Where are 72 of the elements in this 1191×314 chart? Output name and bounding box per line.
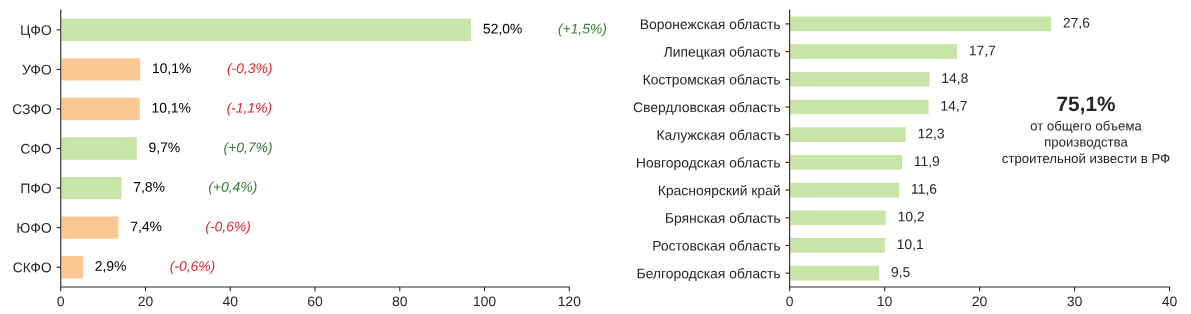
annotation: (-0,6%) [170,260,215,274]
data-label: 10,2 [898,211,924,224]
x-tick-label: 120 [558,296,581,307]
annotation: от общего объема производства строительной извести в РФ [1002,120,1170,166]
annotation: 9,7% [149,142,180,154]
y-tick-label: Ростовская область [653,240,781,251]
x-tick-label: 10 [877,296,892,307]
bar [60,17,473,43]
bar [60,96,142,122]
bar [789,181,901,199]
y-tick-label: Калужская область [657,129,781,143]
y-tick-label: ЦФО [21,25,52,38]
x-tick-label: 40 [222,296,238,307]
annotation: (-0,3%) [227,62,272,76]
y-tick-label: Костромская область [643,74,781,88]
annotation: 52,0% [483,23,522,36]
bar [60,56,142,82]
data-label: 14,7 [941,101,967,113]
y-tick-label: СЗФО [12,104,52,115]
data-label: 17,7 [969,45,996,57]
bar [60,254,85,280]
bar [789,125,908,144]
bar [789,209,888,227]
bar [789,264,881,282]
annotation: (-1,1%) [227,102,272,116]
annotation: 7,8% [134,181,165,194]
y-tick-label: УФО [22,64,52,75]
data-label: 10,1 [897,239,924,251]
annotation: 10,1% [153,63,191,75]
data-label: 12,3 [918,128,944,141]
x-tick-label: 40 [1162,296,1177,307]
data-label: 9,5 [891,267,910,279]
bar [789,98,930,116]
annotation: 7,4% [131,221,162,234]
x-tick-label: 20 [138,296,153,307]
data-label: 14,8 [942,73,968,85]
y-tick-label: Красноярский край [658,184,780,199]
y-tick-label: Воронежская область [640,18,781,32]
y-tick-label: ПФО [21,183,52,194]
bar [789,42,959,61]
bar [789,70,931,89]
x-tick-label: 80 [392,296,407,307]
x-tick-label: 20 [972,296,987,307]
bar [789,15,1053,33]
bar [789,153,904,172]
y-tick-label: ЮФО [17,222,52,233]
y-tick-label: Белгородская область [637,268,781,282]
annotation: 2,9% [95,261,126,273]
data-label: 11,6 [911,183,937,196]
bar [60,135,139,162]
y-tick-label: Липецкая область [663,46,781,60]
data-label: 27,6 [1063,17,1090,30]
annotation: (+0,4%) [208,181,257,195]
x-tick-label: 0 [57,296,65,307]
y-tick-label: Новгородская область [637,157,781,171]
annotation: 75,1% [1057,96,1115,115]
y-tick-label: СКФО [13,262,52,273]
annotation: (+0,7%) [224,142,272,155]
y-tick-label: Свердловская область [633,101,781,115]
x-tick-label: 60 [308,296,323,307]
y-tick-label: СФО [21,143,52,154]
bar [60,175,123,201]
bar [60,215,120,241]
data-label: 11,9 [914,156,940,168]
bar [789,236,887,255]
x-tick-label: 30 [1067,296,1082,307]
annotation: 10,1% [152,102,191,115]
x-tick-label: 0 [786,296,793,307]
annotation: (+1,5%) [558,23,607,37]
annotation: (-0,6%) [205,221,251,235]
x-tick-label: 100 [474,296,496,307]
y-tick-label: Брянская область [666,212,781,226]
